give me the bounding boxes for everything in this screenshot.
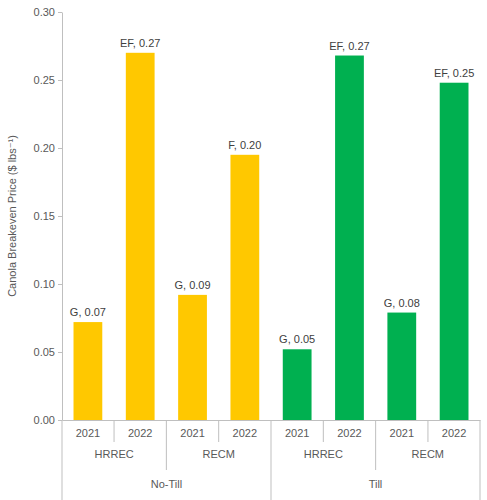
data-label: G, 0.08 xyxy=(384,297,420,309)
bar xyxy=(283,349,312,420)
category-supergroup-label: No-Till xyxy=(151,478,182,490)
y-tick-label: 0.25 xyxy=(34,74,55,86)
y-tick-label: 0.10 xyxy=(34,278,55,290)
y-axis: 0.00 0.05 0.10 0.15 0.20 0.25 0.30 xyxy=(34,6,63,426)
data-label: EF, 0.25 xyxy=(434,67,474,79)
chart: 0.00 0.05 0.10 0.15 0.20 0.25 0.30 Canola Break… xyxy=(0,0,487,500)
y-tick-label: 0.05 xyxy=(34,346,55,358)
category-group-label: HRREC xyxy=(95,448,134,460)
data-labels: G, 0.07 EF, 0.27 G, 0.09 F, 0.20 G, 0.05 EF, … xyxy=(70,37,474,345)
x-tick: 2021 xyxy=(180,420,204,439)
bar xyxy=(335,56,364,420)
bar xyxy=(178,295,207,420)
data-label: G, 0.07 xyxy=(70,306,106,318)
category-supergroup-label: Till xyxy=(369,478,383,490)
category-group-label: RECM xyxy=(202,448,234,460)
y-tick: 0.15 xyxy=(34,210,62,222)
y-tick-mark xyxy=(58,80,62,81)
y-tick-mark xyxy=(58,148,62,149)
x-tick: 2022 xyxy=(442,420,466,439)
category-group-label: HRREC xyxy=(304,448,343,460)
y-tick-label: 0.30 xyxy=(34,6,55,18)
x-tick: 2022 xyxy=(337,420,361,439)
category-separator xyxy=(480,420,481,500)
category-separator xyxy=(271,420,272,500)
x-tick-label: 2021 xyxy=(285,427,309,439)
bar xyxy=(230,155,259,420)
y-tick: 0.25 xyxy=(34,74,62,86)
category-separator xyxy=(114,420,115,442)
category-groups: HRREC RECM HRREC RECM No-Till Till xyxy=(95,448,444,490)
y-tick-mark xyxy=(58,420,62,421)
x-tick: 2022 xyxy=(233,420,257,439)
data-label: G, 0.05 xyxy=(279,333,315,345)
x-tick-label: 2022 xyxy=(233,427,257,439)
x-tick: 2022 xyxy=(128,420,152,439)
category-separator xyxy=(323,420,324,442)
y-tick-mark xyxy=(58,284,62,285)
category-separator xyxy=(375,420,376,470)
x-tick-label: 2022 xyxy=(128,427,152,439)
y-tick: 0.00 xyxy=(34,414,62,426)
bar xyxy=(74,322,103,420)
category-group-label: RECM xyxy=(412,448,444,460)
y-axis-line xyxy=(62,13,63,421)
bars xyxy=(74,53,469,420)
category-separator xyxy=(62,420,63,500)
y-tick: 0.20 xyxy=(34,142,62,154)
bar xyxy=(126,53,155,420)
x-tick-label: 2021 xyxy=(390,427,414,439)
x-tick-label: 2021 xyxy=(180,427,204,439)
bar xyxy=(387,313,416,420)
y-tick: 0.30 xyxy=(34,6,62,18)
y-tick-label: 0.20 xyxy=(34,142,55,154)
y-axis-title: Canola Breakeven Price ($ lbs⁻¹) xyxy=(6,135,18,297)
y-tick-label: 0.15 xyxy=(34,210,55,222)
category-separators xyxy=(62,420,480,500)
bar xyxy=(440,83,469,420)
x-tick: 2021 xyxy=(285,420,309,439)
y-tick-label: 0.00 xyxy=(34,414,55,426)
x-tick-label: 2021 xyxy=(76,427,100,439)
y-tick-mark xyxy=(58,352,62,353)
data-label: F, 0.20 xyxy=(228,139,261,151)
y-tick: 0.05 xyxy=(34,346,62,358)
x-tick: 2021 xyxy=(390,420,414,439)
x-tick-label: 2022 xyxy=(442,427,466,439)
x-tick: 2021 xyxy=(76,420,100,439)
x-tick-label: 2022 xyxy=(337,427,361,439)
category-separator xyxy=(166,420,167,470)
data-label: EF, 0.27 xyxy=(329,40,369,52)
category-separator xyxy=(427,420,428,442)
category-separator xyxy=(218,420,219,442)
y-tick-mark xyxy=(58,216,62,217)
y-tick: 0.10 xyxy=(34,278,62,290)
data-label: EF, 0.27 xyxy=(120,37,160,49)
data-label: G, 0.09 xyxy=(174,279,210,291)
y-tick-mark xyxy=(58,12,62,13)
